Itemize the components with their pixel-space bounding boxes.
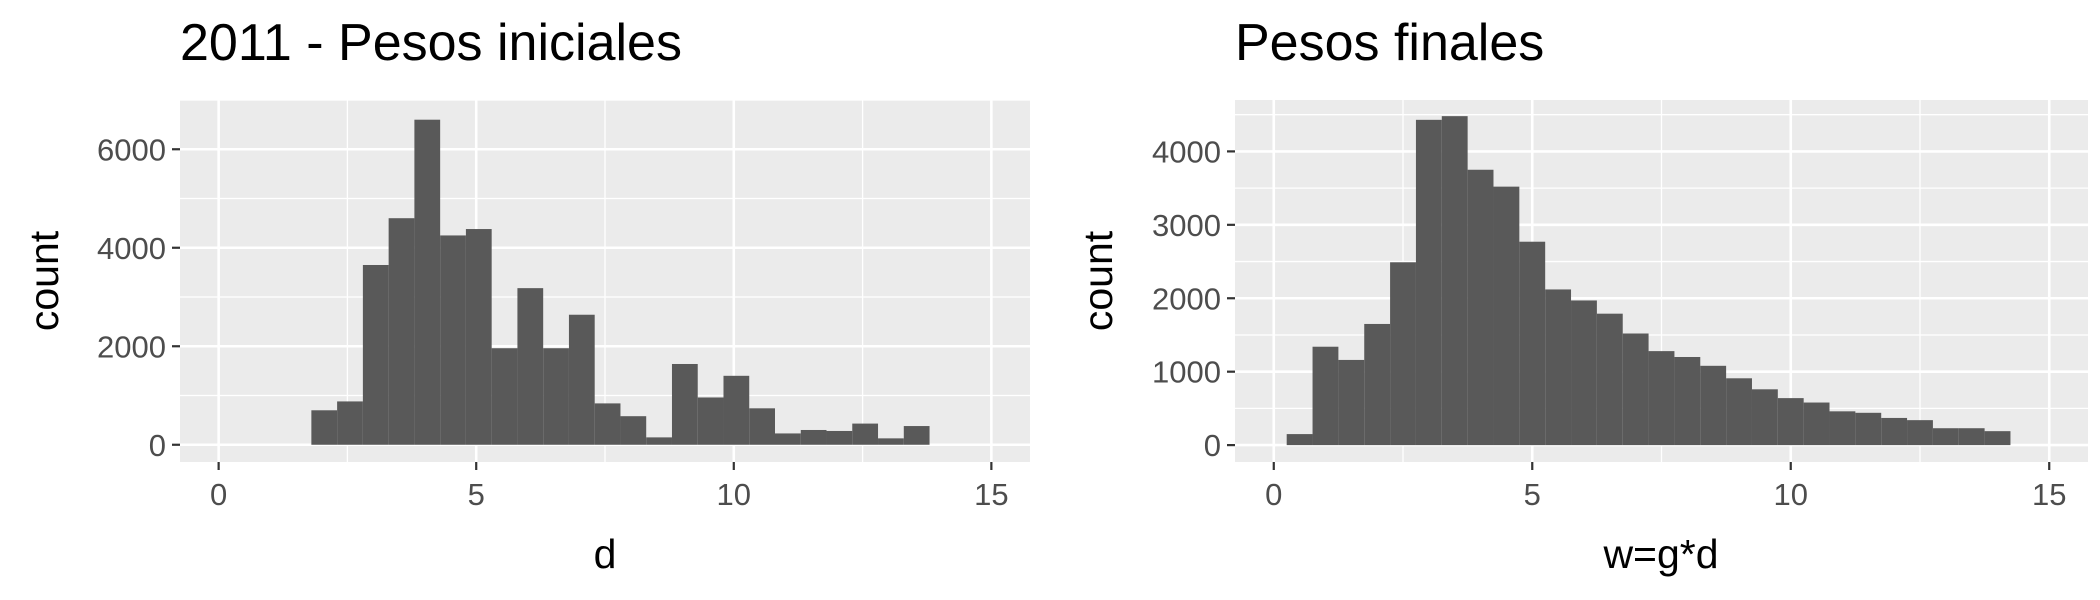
histogram-bar [1700, 365, 1727, 446]
histogram-bar [723, 375, 750, 445]
histogram-bar [1907, 420, 1933, 446]
x-tick-label: 10 [1774, 477, 1808, 512]
histogram-bar [671, 363, 698, 445]
y-tick-label: 0 [1204, 428, 1221, 463]
histogram-bar [1958, 428, 1985, 446]
histogram-bar [1648, 351, 1675, 446]
histogram-bar [1622, 333, 1649, 446]
y-tick-label: 1000 [1152, 355, 1221, 390]
histogram-bar [517, 288, 544, 445]
y-axis: 0 2000 4000 6000 [97, 132, 180, 463]
histogram-bar [388, 218, 415, 445]
histogram-bar [1545, 289, 1572, 446]
histogram-bar [1364, 323, 1391, 446]
histogram-bar [1984, 431, 2011, 446]
x-tick-label: 10 [717, 477, 751, 512]
y-axis: 0 1000 2000 3000 4000 [1152, 134, 1235, 463]
histogram-bar [749, 408, 775, 445]
y-tick-label: 2000 [1152, 281, 1221, 316]
histogram-bar [1493, 186, 1520, 446]
histogram-bar [465, 229, 492, 445]
histogram-bar [697, 397, 724, 445]
histogram-bar [568, 314, 595, 445]
x-axis: 0 5 10 15 [1265, 462, 2066, 512]
histogram-bar [1390, 262, 1416, 446]
histogram-bar [1674, 356, 1701, 446]
histogram-bars [311, 119, 930, 445]
histogram-bar [646, 437, 672, 445]
histogram-bar [800, 429, 827, 445]
histogram-bar [1829, 411, 1856, 446]
histogram-bar [903, 426, 930, 445]
histogram-bar [491, 348, 518, 445]
histogram-bar [878, 438, 904, 445]
chart-title: 2011 - Pesos iniciales [180, 14, 682, 72]
histogram-bar [1777, 398, 1804, 446]
histogram-bar [620, 416, 647, 445]
histogram-bar [1596, 313, 1623, 446]
x-tick-label: 15 [974, 477, 1008, 512]
histogram-bar [1286, 434, 1313, 446]
x-axis-title: d [594, 531, 617, 577]
chart-title: Pesos finales [1235, 14, 1544, 72]
x-axis-title: w=g*d [1602, 531, 1718, 577]
y-axis-title: count [21, 230, 67, 331]
x-tick-label: 5 [468, 477, 485, 512]
histogram-bar [1441, 116, 1468, 446]
histogram-bar [337, 401, 363, 445]
y-tick-label: 6000 [97, 132, 166, 167]
panel-final-weights: Pesos finales 0 5 10 15 0 1000 2000 3000 4000 w… [1075, 14, 2088, 577]
histogram-bar [1855, 412, 1882, 446]
histogram-bar [852, 423, 879, 445]
histogram-bar [775, 433, 801, 445]
histogram-bar [1415, 119, 1442, 446]
histogram-bar [594, 403, 621, 445]
y-tick-label: 3000 [1152, 208, 1221, 243]
histogram-bar [1312, 346, 1339, 446]
x-tick-label: 5 [1524, 477, 1541, 512]
y-tick-label: 2000 [97, 329, 166, 364]
y-tick-label: 4000 [1152, 134, 1221, 169]
y-axis-title: count [1075, 230, 1121, 331]
histogram-bar [1467, 169, 1494, 446]
histogram-bar [414, 119, 441, 445]
histogram-bar [1751, 389, 1778, 446]
histogram-bar [543, 348, 569, 445]
histogram-bar [826, 430, 853, 445]
x-axis: 0 5 10 15 [210, 462, 1009, 512]
histogram-bar [1338, 359, 1365, 446]
histogram-bar [1571, 300, 1597, 446]
histogram-bars [1286, 116, 2011, 446]
x-tick-label: 0 [210, 477, 227, 512]
panel-initial-weights: 2011 - Pesos iniciales 0 5 10 15 0 2000 4000 6… [21, 14, 1030, 577]
histogram-bar [440, 235, 466, 445]
histogram-bar [362, 264, 389, 445]
y-tick-label: 0 [149, 428, 166, 463]
histogram-bar [1881, 417, 1908, 446]
histogram-bar [1803, 402, 1830, 446]
x-tick-label: 0 [1265, 477, 1282, 512]
x-tick-label: 15 [2032, 477, 2066, 512]
histogram-bar [1519, 241, 1546, 446]
y-tick-label: 4000 [97, 231, 166, 266]
histogram-bar [1726, 378, 1752, 446]
histogram-bar [1932, 428, 1959, 446]
histogram-bar [311, 410, 338, 445]
